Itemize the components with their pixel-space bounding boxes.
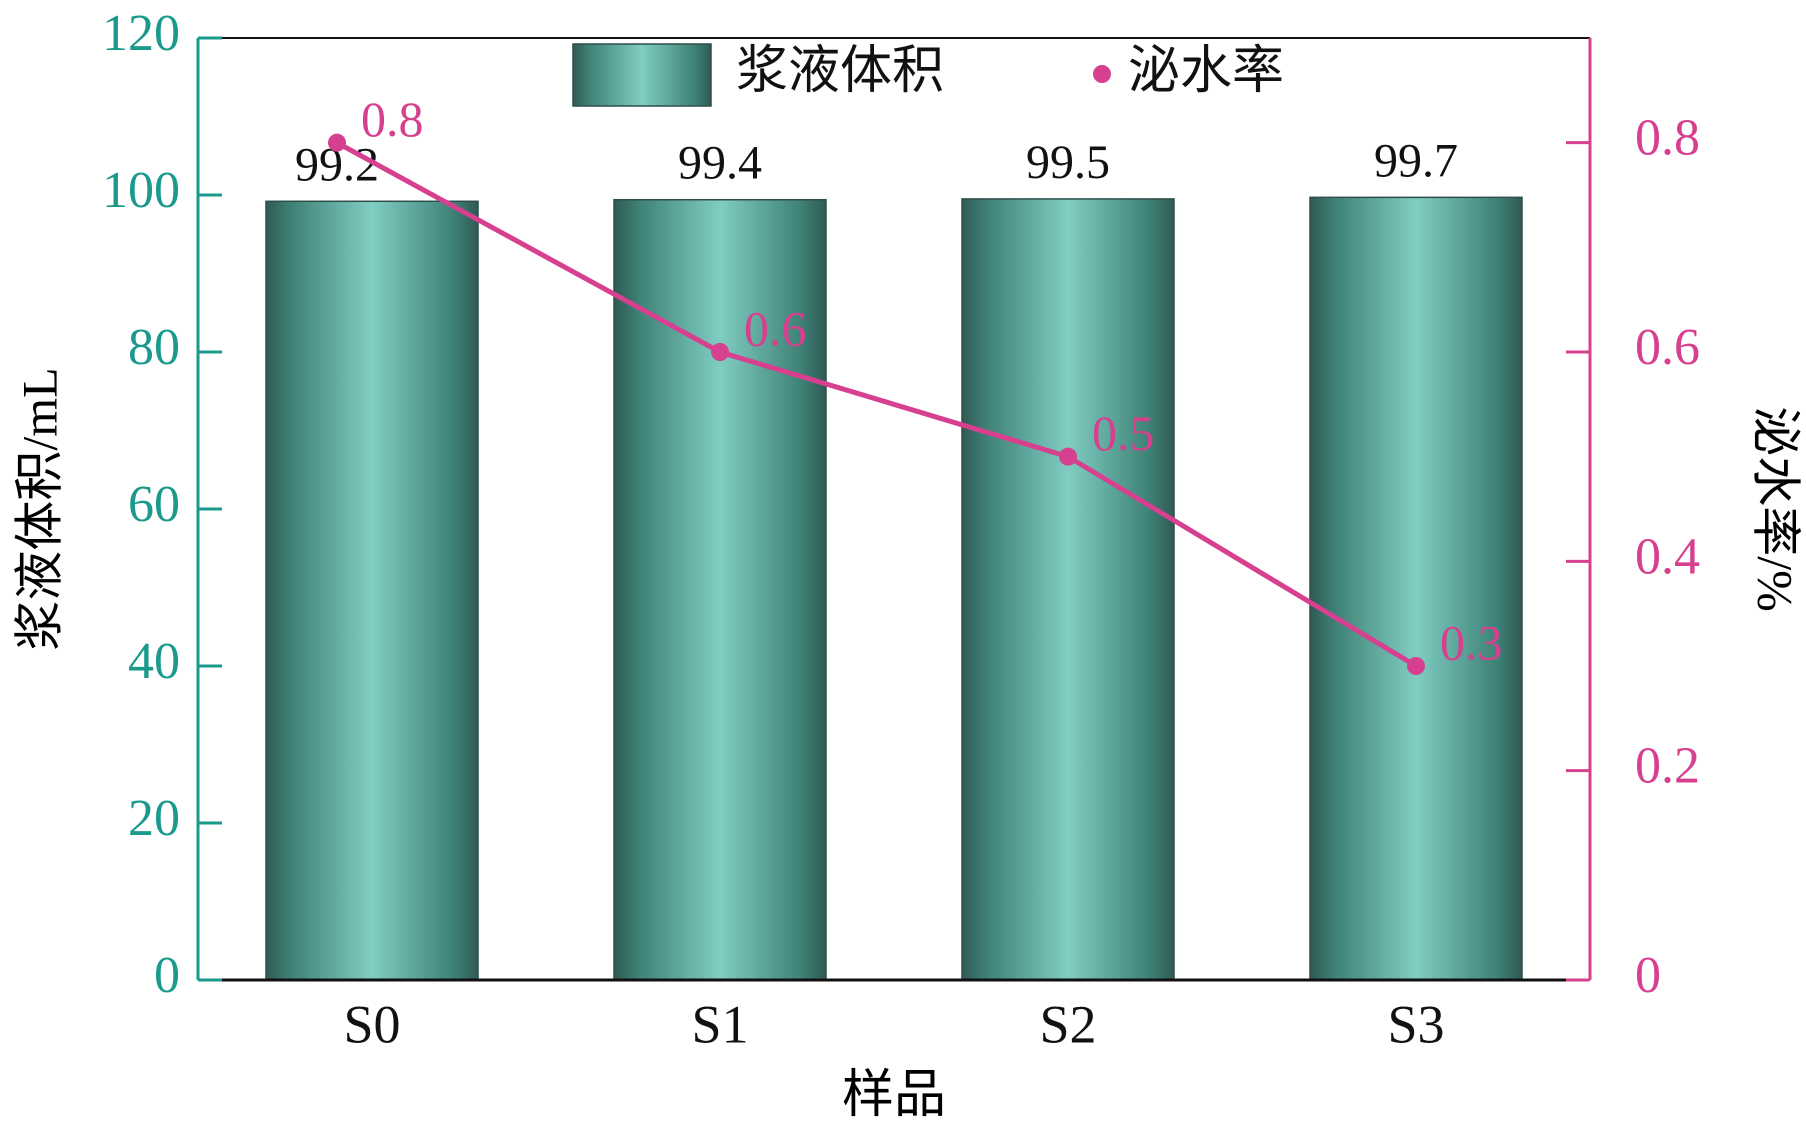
y-tick-label: 20 [128,790,180,847]
y2-tick-label: 0.4 [1635,528,1700,585]
bar-value-label: 99.7 [1374,134,1458,187]
line-value-label: 0.6 [744,300,807,356]
line-marker [1059,447,1077,466]
line-marker [711,343,729,361]
bar-value-label: 99.4 [678,137,762,190]
line-marker [328,133,346,152]
y-tick-label: 60 [128,476,180,533]
x-tick-label: S3 [1387,994,1444,1054]
y-tick-label: 120 [102,5,180,62]
bar [265,200,479,981]
y-tick-label: 80 [128,319,180,376]
line-value-label: 0.8 [361,91,424,147]
y-tick-label: 40 [128,633,180,690]
bar-value-label: 99.5 [1026,136,1110,189]
y2-tick-label: 0.6 [1635,319,1700,376]
x-tick-label: S1 [691,994,748,1054]
x-axis-title: 样品 [842,1067,946,1124]
y2-tick-label: 0.8 [1635,110,1700,167]
y-tick-label: 100 [102,162,180,219]
y-axis-title: 浆液体积/mL [11,367,67,650]
bar [613,198,827,981]
bar [961,198,1175,981]
x-tick-label: S0 [343,994,400,1054]
y-tick-label: 0 [154,947,180,1004]
bar [1309,196,1523,981]
legend-label: 泌水率 [1128,43,1284,100]
legend-swatch [572,43,712,107]
legend-label: 浆液体积 [736,43,944,100]
line-value-label: 0.5 [1092,405,1155,461]
y2-axis-title: 泌水率/% [1748,406,1804,612]
line-marker [1407,657,1425,675]
line-value-label: 0.3 [1440,614,1503,670]
x-tick-label: S2 [1039,994,1096,1054]
legend-marker [1093,65,1111,83]
y2-tick-label: 0.2 [1635,738,1700,795]
line [335,140,1418,669]
y2-tick-label: 0 [1635,947,1661,1004]
